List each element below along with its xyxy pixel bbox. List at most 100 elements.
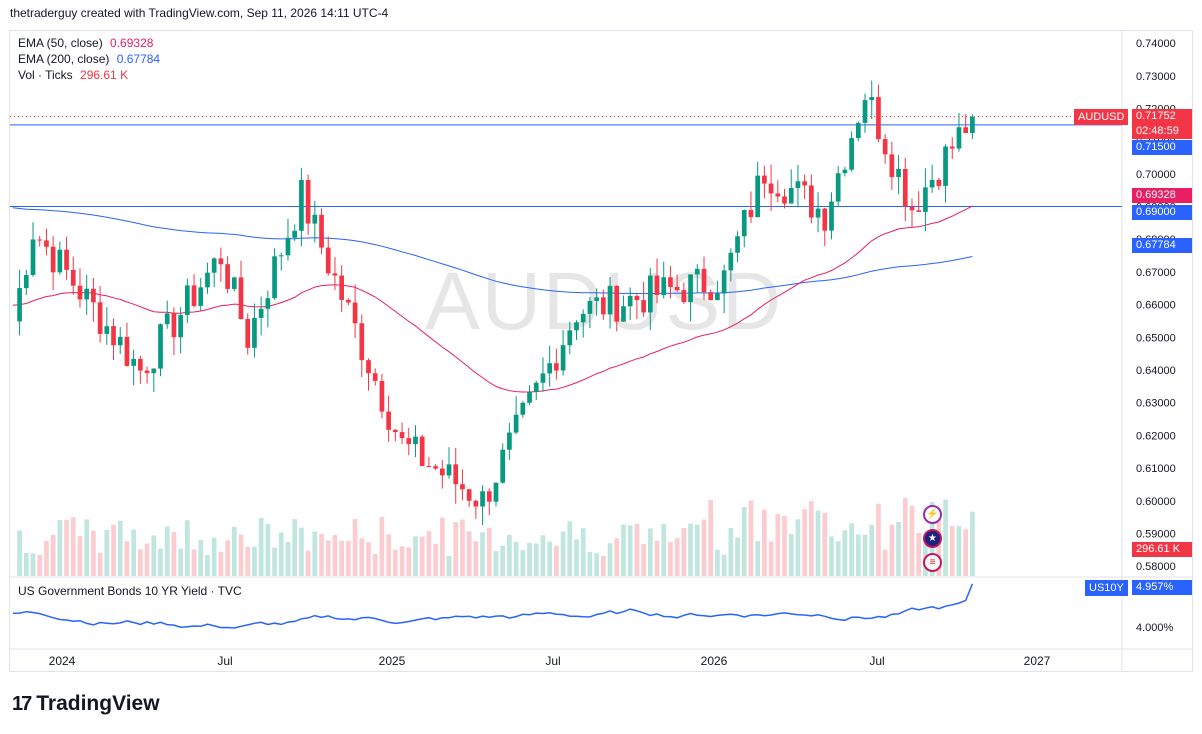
candle-body xyxy=(64,249,69,270)
volume-bar xyxy=(104,529,110,576)
volume-bar xyxy=(600,555,606,576)
candle-body xyxy=(231,277,237,289)
lightning-icon[interactable]: ⚡ xyxy=(923,505,942,524)
volume-bar xyxy=(413,536,418,576)
candle-body xyxy=(654,275,660,296)
volume-bar xyxy=(647,528,653,576)
volume-bar xyxy=(184,520,190,576)
volume-bar xyxy=(453,522,459,576)
volume-bar xyxy=(252,546,257,576)
candle-body xyxy=(184,285,190,315)
candle-body xyxy=(715,293,720,301)
price-tick-label: 0.74000 xyxy=(1136,38,1176,50)
volume-bar xyxy=(37,554,43,576)
volume-bar xyxy=(399,546,405,576)
subpane-title[interactable]: US Government Bonds 10 YR Yield · TVC xyxy=(18,584,242,598)
candle-body xyxy=(386,411,391,430)
us10y-symbol-tag: US10Y xyxy=(1085,580,1128,596)
volume-bar xyxy=(949,526,955,576)
volume-bar xyxy=(325,540,331,576)
volume-bar xyxy=(849,523,854,576)
candle-body xyxy=(178,314,183,338)
volume-bar xyxy=(808,501,814,576)
volume-bar xyxy=(144,543,150,576)
candle-body xyxy=(278,255,284,257)
candle-body xyxy=(869,97,875,101)
candle-body xyxy=(453,464,459,485)
us10y-tick-label: 4.000% xyxy=(1136,622,1174,634)
volume-bar xyxy=(520,550,526,576)
time-axis-label: Jul xyxy=(869,654,884,668)
candle-body xyxy=(567,330,573,346)
tradingview-logo[interactable]: 17 TradingView xyxy=(12,692,160,716)
volume-bar xyxy=(607,543,613,576)
volume-bar xyxy=(466,531,472,576)
volume-bar xyxy=(178,548,183,576)
volume-tag: 296.61 K xyxy=(1132,542,1192,557)
volume-bar xyxy=(741,506,747,576)
ema50-tag: 0.69328 xyxy=(1132,188,1192,203)
volume-bar xyxy=(507,534,512,576)
ema200-line xyxy=(12,207,973,295)
volume-bar xyxy=(111,524,116,576)
candle-body xyxy=(587,300,593,314)
level-low-tag: 0.69000 xyxy=(1132,205,1192,220)
legend-row-ema200[interactable]: EMA (200, close) 0.67784 xyxy=(18,51,160,67)
volume-bar xyxy=(386,534,391,576)
volume-bar xyxy=(44,540,49,576)
volume-bar xyxy=(64,519,69,576)
volume-bar xyxy=(788,533,794,576)
last-price-tag: 0.71752 xyxy=(1132,109,1192,124)
volume-bar xyxy=(513,541,519,576)
candle-body xyxy=(762,175,767,184)
candle-body xyxy=(882,139,888,155)
candle-body xyxy=(124,336,130,366)
volume-bar xyxy=(138,549,143,576)
time-axis-label: 2024 xyxy=(49,654,76,668)
candle-body xyxy=(876,97,881,140)
candle-body xyxy=(936,179,942,186)
legend-ema200-value: 0.67784 xyxy=(116,52,161,66)
countdown-tag: 02:48:59 xyxy=(1132,124,1192,139)
volume-bar xyxy=(533,543,539,576)
candle-body xyxy=(674,286,680,291)
candle-body xyxy=(292,230,298,238)
candle-body xyxy=(466,489,472,501)
indicator-legend: EMA (50, close) 0.69328 EMA (200, close)… xyxy=(18,35,160,83)
ema50-line xyxy=(12,205,973,393)
volume-bar xyxy=(936,519,942,576)
volume-bar xyxy=(446,555,452,576)
volume-bar xyxy=(30,553,36,576)
price-tick-label: 0.70000 xyxy=(1136,169,1176,181)
price-tick-label: 0.64000 xyxy=(1136,365,1176,377)
volume-bar xyxy=(963,529,969,576)
volume-bar xyxy=(198,539,204,576)
candle-body xyxy=(614,285,620,322)
candle-body xyxy=(23,275,29,289)
volume-bar xyxy=(567,521,573,576)
volume-bar xyxy=(762,509,767,576)
volume-bar xyxy=(855,534,861,576)
australia-flag-icon[interactable]: ★ xyxy=(923,529,942,548)
candle-body xyxy=(346,299,351,303)
legend-row-volume[interactable]: Vol · Ticks 296.61 K xyxy=(18,67,160,83)
us-flag-icon[interactable]: ≡ xyxy=(923,553,942,572)
tradingview-logo-text: TradingView xyxy=(36,692,160,715)
candle-body xyxy=(889,154,895,178)
volume-bar xyxy=(668,542,673,576)
volume-bar xyxy=(77,536,83,576)
candle-body xyxy=(627,295,633,307)
time-axis-label: Jul xyxy=(545,654,560,668)
candle-body xyxy=(339,275,345,300)
volume-bar xyxy=(426,531,432,576)
volume-bar xyxy=(587,551,593,576)
legend-row-ema50[interactable]: EMA (50, close) 0.69328 xyxy=(18,35,160,51)
volume-bar xyxy=(480,532,485,576)
volume-bar xyxy=(580,528,586,576)
volume-bar xyxy=(755,541,761,576)
volume-bar xyxy=(97,552,103,576)
candle-body xyxy=(560,345,566,371)
volume-bar xyxy=(164,526,170,576)
candle-body xyxy=(929,179,935,188)
